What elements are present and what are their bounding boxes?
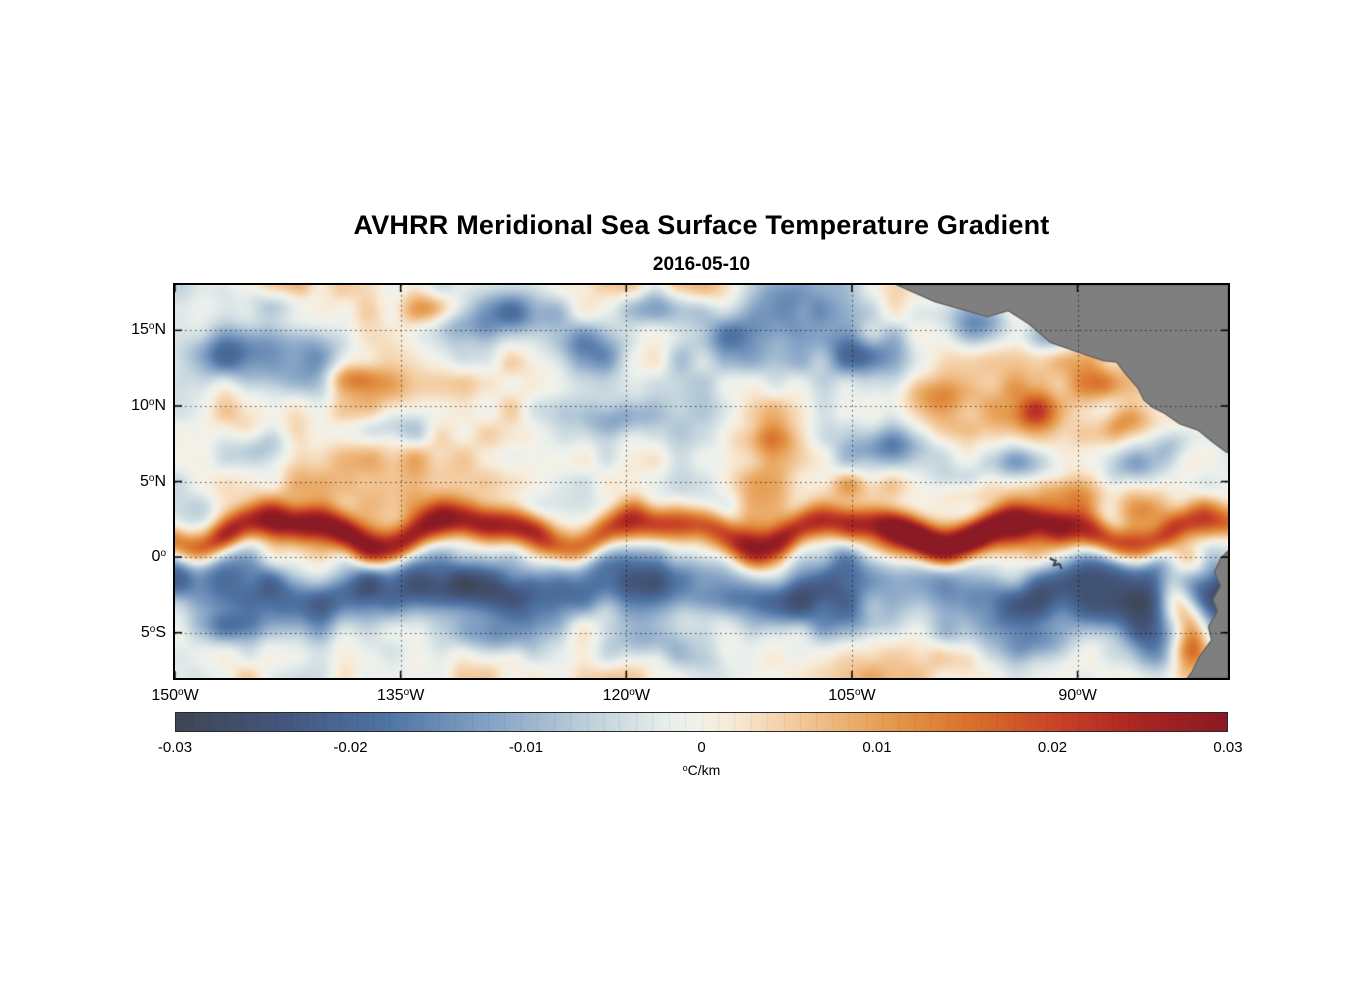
y-axis-tick-label: 10oN [131,396,166,414]
colorbar-tick-label: 0.03 [1213,739,1243,756]
x-axis-tick-label: 90oW [1058,687,1097,704]
degree-superscript: o [629,687,635,698]
y-axis-tick-label: 5oS [140,623,166,641]
chart-subtitle: 2016-05-10 [652,254,751,275]
colorbar-tick-label: 0 [697,739,706,756]
x-axis-tick-label: 105oW [828,687,876,704]
degree-superscript: o [854,687,861,698]
degree-superscript: o [682,763,688,773]
colorbar-tick-label: -0.01 [508,739,544,756]
y-axis-tick-label: 5oN [139,472,166,490]
y-axis-tick-label: 0o [151,548,166,566]
degree-superscript: o [178,687,184,698]
x-axis-tick-label: 135oW [376,687,425,704]
degree-superscript: o [403,687,410,698]
chart-title: AVHRR Meridional Sea Surface Temperature… [353,210,1050,240]
degree-superscript: o [1076,687,1082,698]
colorbar-gradient-canvas [176,713,1227,731]
degree-superscript: o [149,623,156,635]
degree-superscript: o [148,472,155,484]
sst-gradient-heatmap-canvas [175,285,1228,678]
degree-superscript: o [160,548,166,560]
x-axis-tick-label: 120oW [602,687,650,704]
colorbar [175,712,1228,732]
colorbar-tick-label: -0.02 [333,739,368,756]
degree-superscript: o [148,396,155,408]
map-plot-area [173,283,1230,680]
y-axis-tick-label: 15oN [131,321,166,339]
colorbar-tick-label: -0.03 [157,739,193,756]
x-axis-tick-label: 150oW [151,687,199,704]
colorbar-tick-label: 0.01 [862,739,892,756]
degree-superscript: o [148,321,155,333]
colorbar-unit-label: oC/km [682,762,721,778]
colorbar-tick-label: 0.02 [1037,739,1068,756]
